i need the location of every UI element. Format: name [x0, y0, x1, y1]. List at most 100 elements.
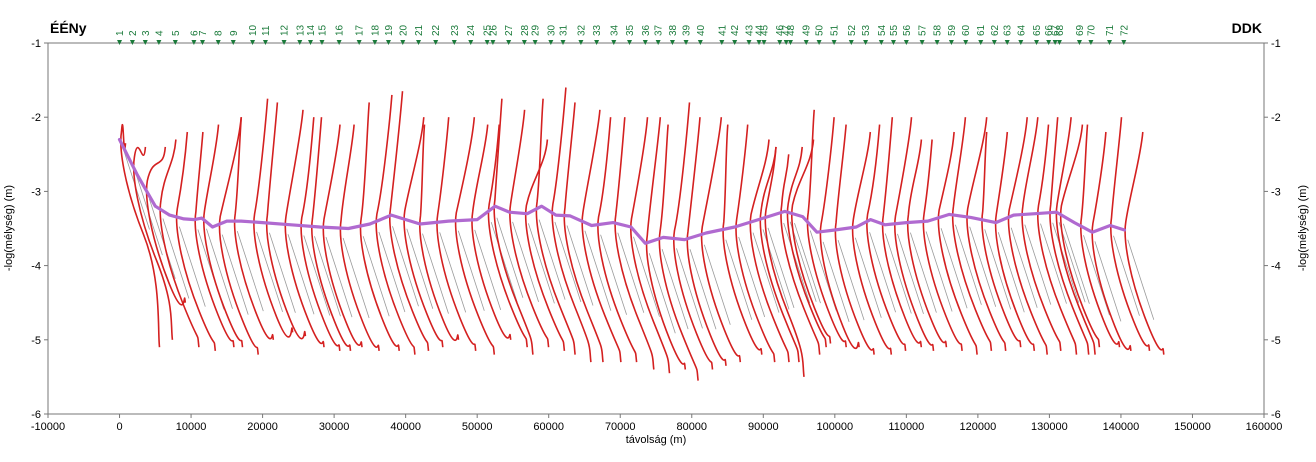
station-label: 39 — [682, 24, 693, 36]
guide-line — [148, 198, 176, 279]
guide-line — [178, 226, 206, 307]
guide-line — [676, 248, 703, 329]
sounding-curve — [686, 117, 727, 366]
sounding-curve — [509, 109, 550, 348]
station-marker — [484, 40, 490, 45]
station-label: 45 — [760, 24, 771, 36]
station-label: 21 — [414, 24, 425, 36]
station-marker — [611, 40, 617, 45]
x-axis-ticks: -10000 0 10000 20000 30000 40000 50000 60000 700… — [31, 414, 1282, 433]
corner-label-left: ÉÉNy — [50, 20, 87, 36]
station-marker — [1088, 40, 1094, 45]
x-tick-label: 70000 — [605, 421, 636, 433]
sounding-curves — [120, 87, 1165, 381]
station-marker — [385, 40, 391, 45]
guide-line — [325, 236, 353, 318]
y-axis-ticks: -6 -6 -5 -5 -4 -4 -3 -3 -2 -2 -1 -1 — [31, 38, 1281, 421]
station-label: 37 — [654, 24, 665, 36]
guide-line — [997, 232, 1025, 313]
station-label: 58 — [933, 24, 944, 36]
sounding-curve — [1110, 117, 1151, 351]
sounding-curve — [1124, 131, 1165, 355]
sounding-curve — [132, 146, 174, 340]
station-label: 59 — [947, 24, 958, 36]
guide-line — [392, 226, 419, 307]
sounding-curve — [994, 131, 1036, 351]
station-label: 26 — [488, 24, 499, 36]
guide-line — [236, 230, 264, 312]
sounding-curve — [233, 117, 275, 340]
station-marker — [560, 40, 566, 45]
guide-line — [314, 236, 341, 317]
sounding-curve — [203, 124, 244, 348]
y-axis-title: -log(mélység) (m) — [3, 185, 15, 271]
station-marker — [948, 40, 954, 45]
guide-line — [162, 218, 190, 299]
station-label: 22 — [431, 24, 442, 36]
guide-line — [661, 248, 689, 330]
sounding-curve — [786, 146, 827, 348]
station-label: 62 — [990, 24, 1001, 36]
station-marker — [433, 40, 439, 45]
guide-lines — [123, 149, 1155, 334]
guide-line — [342, 237, 370, 319]
x-tick-label: 60000 — [533, 421, 564, 433]
sounding-curve — [419, 124, 460, 342]
station-label: 71 — [1105, 24, 1116, 36]
station-marker — [669, 40, 675, 45]
x-tick-label: 100000 — [816, 421, 853, 433]
sounding-curve — [851, 131, 893, 355]
guide-line — [1113, 235, 1140, 316]
station-marker — [336, 40, 342, 45]
station-marker — [594, 40, 600, 45]
sounding-curve — [1007, 117, 1048, 355]
sounding-curve — [145, 146, 187, 306]
sounding-curve — [493, 98, 534, 355]
station-label: 4 — [154, 30, 165, 36]
station-label: 50 — [815, 24, 826, 36]
station-marker — [1052, 40, 1058, 45]
guide-line — [422, 233, 449, 314]
guide-line — [439, 232, 467, 313]
station-label: 36 — [641, 24, 652, 36]
guide-line — [1127, 239, 1155, 320]
y-tick-label-right: -2 — [1271, 112, 1281, 124]
x-tick-label: 0 — [116, 421, 122, 433]
station-marker — [683, 40, 689, 45]
sounding-curve — [834, 124, 875, 355]
station-label: 43 — [744, 24, 755, 36]
station-label: 2 — [128, 30, 139, 36]
station-marker — [848, 40, 854, 45]
sounding-curve — [1059, 124, 1101, 348]
station-label: 56 — [902, 24, 913, 36]
sounding-curve — [284, 109, 325, 348]
station-marker — [372, 40, 378, 45]
station-label: 14 — [306, 24, 317, 36]
sounding-curve — [535, 98, 576, 355]
station-marker — [117, 40, 123, 45]
y-tick-label-right: -6 — [1271, 409, 1281, 421]
sounding-curve — [159, 139, 200, 348]
station-label: 8 — [214, 30, 225, 36]
y-tick-label-left: -4 — [31, 261, 41, 273]
guide-line — [528, 223, 555, 304]
station-label: 49 — [802, 24, 813, 36]
sounding-curve — [403, 117, 444, 348]
guide-line — [512, 221, 539, 303]
sounding-curve — [966, 117, 1007, 351]
station-label: 30 — [546, 24, 557, 36]
y-tick-label-right: -4 — [1271, 261, 1281, 273]
sounding-curve — [791, 139, 832, 344]
y-tick-label-right: -3 — [1271, 186, 1281, 198]
sounding-curve — [311, 117, 352, 351]
station-label: 34 — [609, 24, 620, 36]
station-label: 24 — [466, 24, 477, 36]
guide-line — [1058, 222, 1086, 303]
station-label: 47 — [782, 24, 793, 36]
sounding-curve — [906, 139, 948, 348]
station-marker — [230, 40, 236, 45]
station-label: 23 — [450, 24, 461, 36]
station-label: 32 — [576, 24, 587, 36]
station-marker — [1121, 40, 1127, 45]
sounding-curve — [1080, 124, 1121, 348]
